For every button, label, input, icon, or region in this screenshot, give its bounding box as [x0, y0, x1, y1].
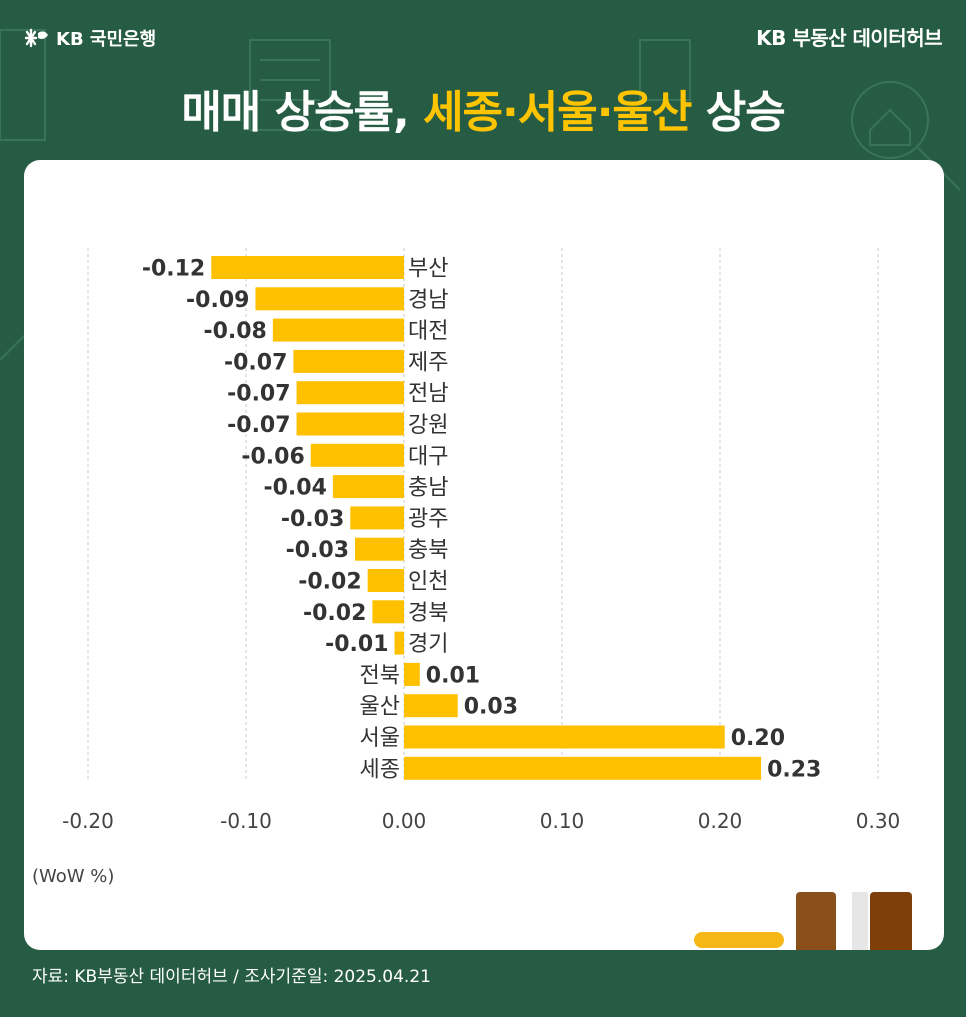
category-label: 전남 — [408, 382, 448, 407]
value-label: -0.07 — [224, 350, 287, 375]
category-label: 충북 — [408, 538, 448, 563]
data-hub-title: KB 부동산 데이터허브 — [756, 26, 942, 50]
bar-chart: -0.20 -0.10 0.00 0.10 0.20 0.30 부산 -0.12 경남 -0.09… — [32, 248, 901, 887]
bar — [404, 756, 762, 780]
unit-label: (WoW %) — [32, 866, 114, 887]
bar — [255, 287, 404, 311]
value-label: -0.09 — [186, 288, 249, 313]
deco-pill — [694, 932, 784, 948]
category-label: 제주 — [408, 350, 448, 375]
value-label: 0.03 — [464, 695, 518, 720]
category-label: 서울 — [360, 726, 400, 751]
category-label: 울산 — [360, 695, 400, 720]
value-label: 0.23 — [767, 757, 821, 782]
deco-book — [852, 892, 868, 950]
kb-star-icon — [24, 28, 48, 48]
bar — [310, 443, 404, 467]
bar — [332, 475, 404, 499]
bar — [211, 256, 404, 279]
value-label: -0.07 — [227, 413, 290, 438]
value-label: -0.12 — [142, 257, 205, 282]
x-tick-label: -0.20 — [62, 809, 114, 833]
value-label: -0.07 — [227, 382, 290, 407]
bar — [372, 600, 404, 624]
page-title: 매매 상승률, 세종·서울·울산 상승 — [0, 76, 966, 140]
value-label: -0.02 — [303, 601, 366, 626]
x-tick-label: 0.20 — [698, 809, 743, 833]
x-tick-label: 0.10 — [540, 809, 585, 833]
bar — [355, 537, 404, 561]
value-label: -0.03 — [281, 507, 344, 532]
bar — [404, 694, 458, 718]
category-label: 대전 — [408, 319, 448, 344]
category-label: 광주 — [408, 507, 448, 532]
category-label: 대구 — [408, 444, 448, 469]
title-part-3: 상승 — [691, 87, 786, 138]
value-label: -0.03 — [286, 538, 349, 563]
category-label: 경남 — [408, 288, 448, 313]
bar — [367, 569, 404, 592]
chart-card: -0.20 -0.10 0.00 0.10 0.20 0.30 부산 -0.12 경남 -0.09… — [24, 160, 944, 950]
category-label: 부산 — [408, 257, 448, 282]
title-part-1: 매매 상승률, — [181, 87, 424, 138]
category-label: 인천 — [408, 570, 448, 595]
bar — [272, 318, 404, 342]
logo-text: KB 국민은행 — [56, 29, 157, 50]
title-highlight: 세종·서울·울산 — [423, 87, 692, 138]
value-label: -0.04 — [263, 476, 326, 501]
bar — [394, 631, 404, 655]
value-label: -0.02 — [298, 570, 361, 595]
bar — [404, 662, 420, 686]
bar — [350, 506, 404, 530]
bar — [404, 725, 725, 749]
bar — [296, 381, 404, 405]
source-note: 자료: KB부동산 데이터허브 / 조사기준일: 2025.04.21 — [32, 967, 431, 987]
value-label: 0.01 — [426, 663, 480, 688]
x-tick-label: 0.00 — [382, 809, 427, 833]
category-label: 충남 — [408, 476, 448, 501]
category-label: 경북 — [408, 601, 448, 626]
value-label: -0.08 — [203, 319, 266, 344]
bar — [293, 349, 404, 373]
kb-logo: KB 국민은행 — [24, 24, 156, 52]
value-label: -0.06 — [241, 444, 304, 469]
category-label: 전북 — [360, 663, 400, 688]
deco-book — [870, 892, 912, 950]
category-label: 강원 — [408, 413, 448, 438]
bar — [296, 412, 404, 436]
category-label: 경기 — [408, 632, 448, 657]
value-label: -0.01 — [325, 632, 388, 657]
x-tick-label: 0.30 — [856, 809, 901, 833]
value-label: 0.20 — [731, 726, 785, 751]
x-tick-label: -0.10 — [220, 809, 272, 833]
deco-book — [796, 892, 836, 950]
category-label: 세종 — [360, 757, 400, 782]
